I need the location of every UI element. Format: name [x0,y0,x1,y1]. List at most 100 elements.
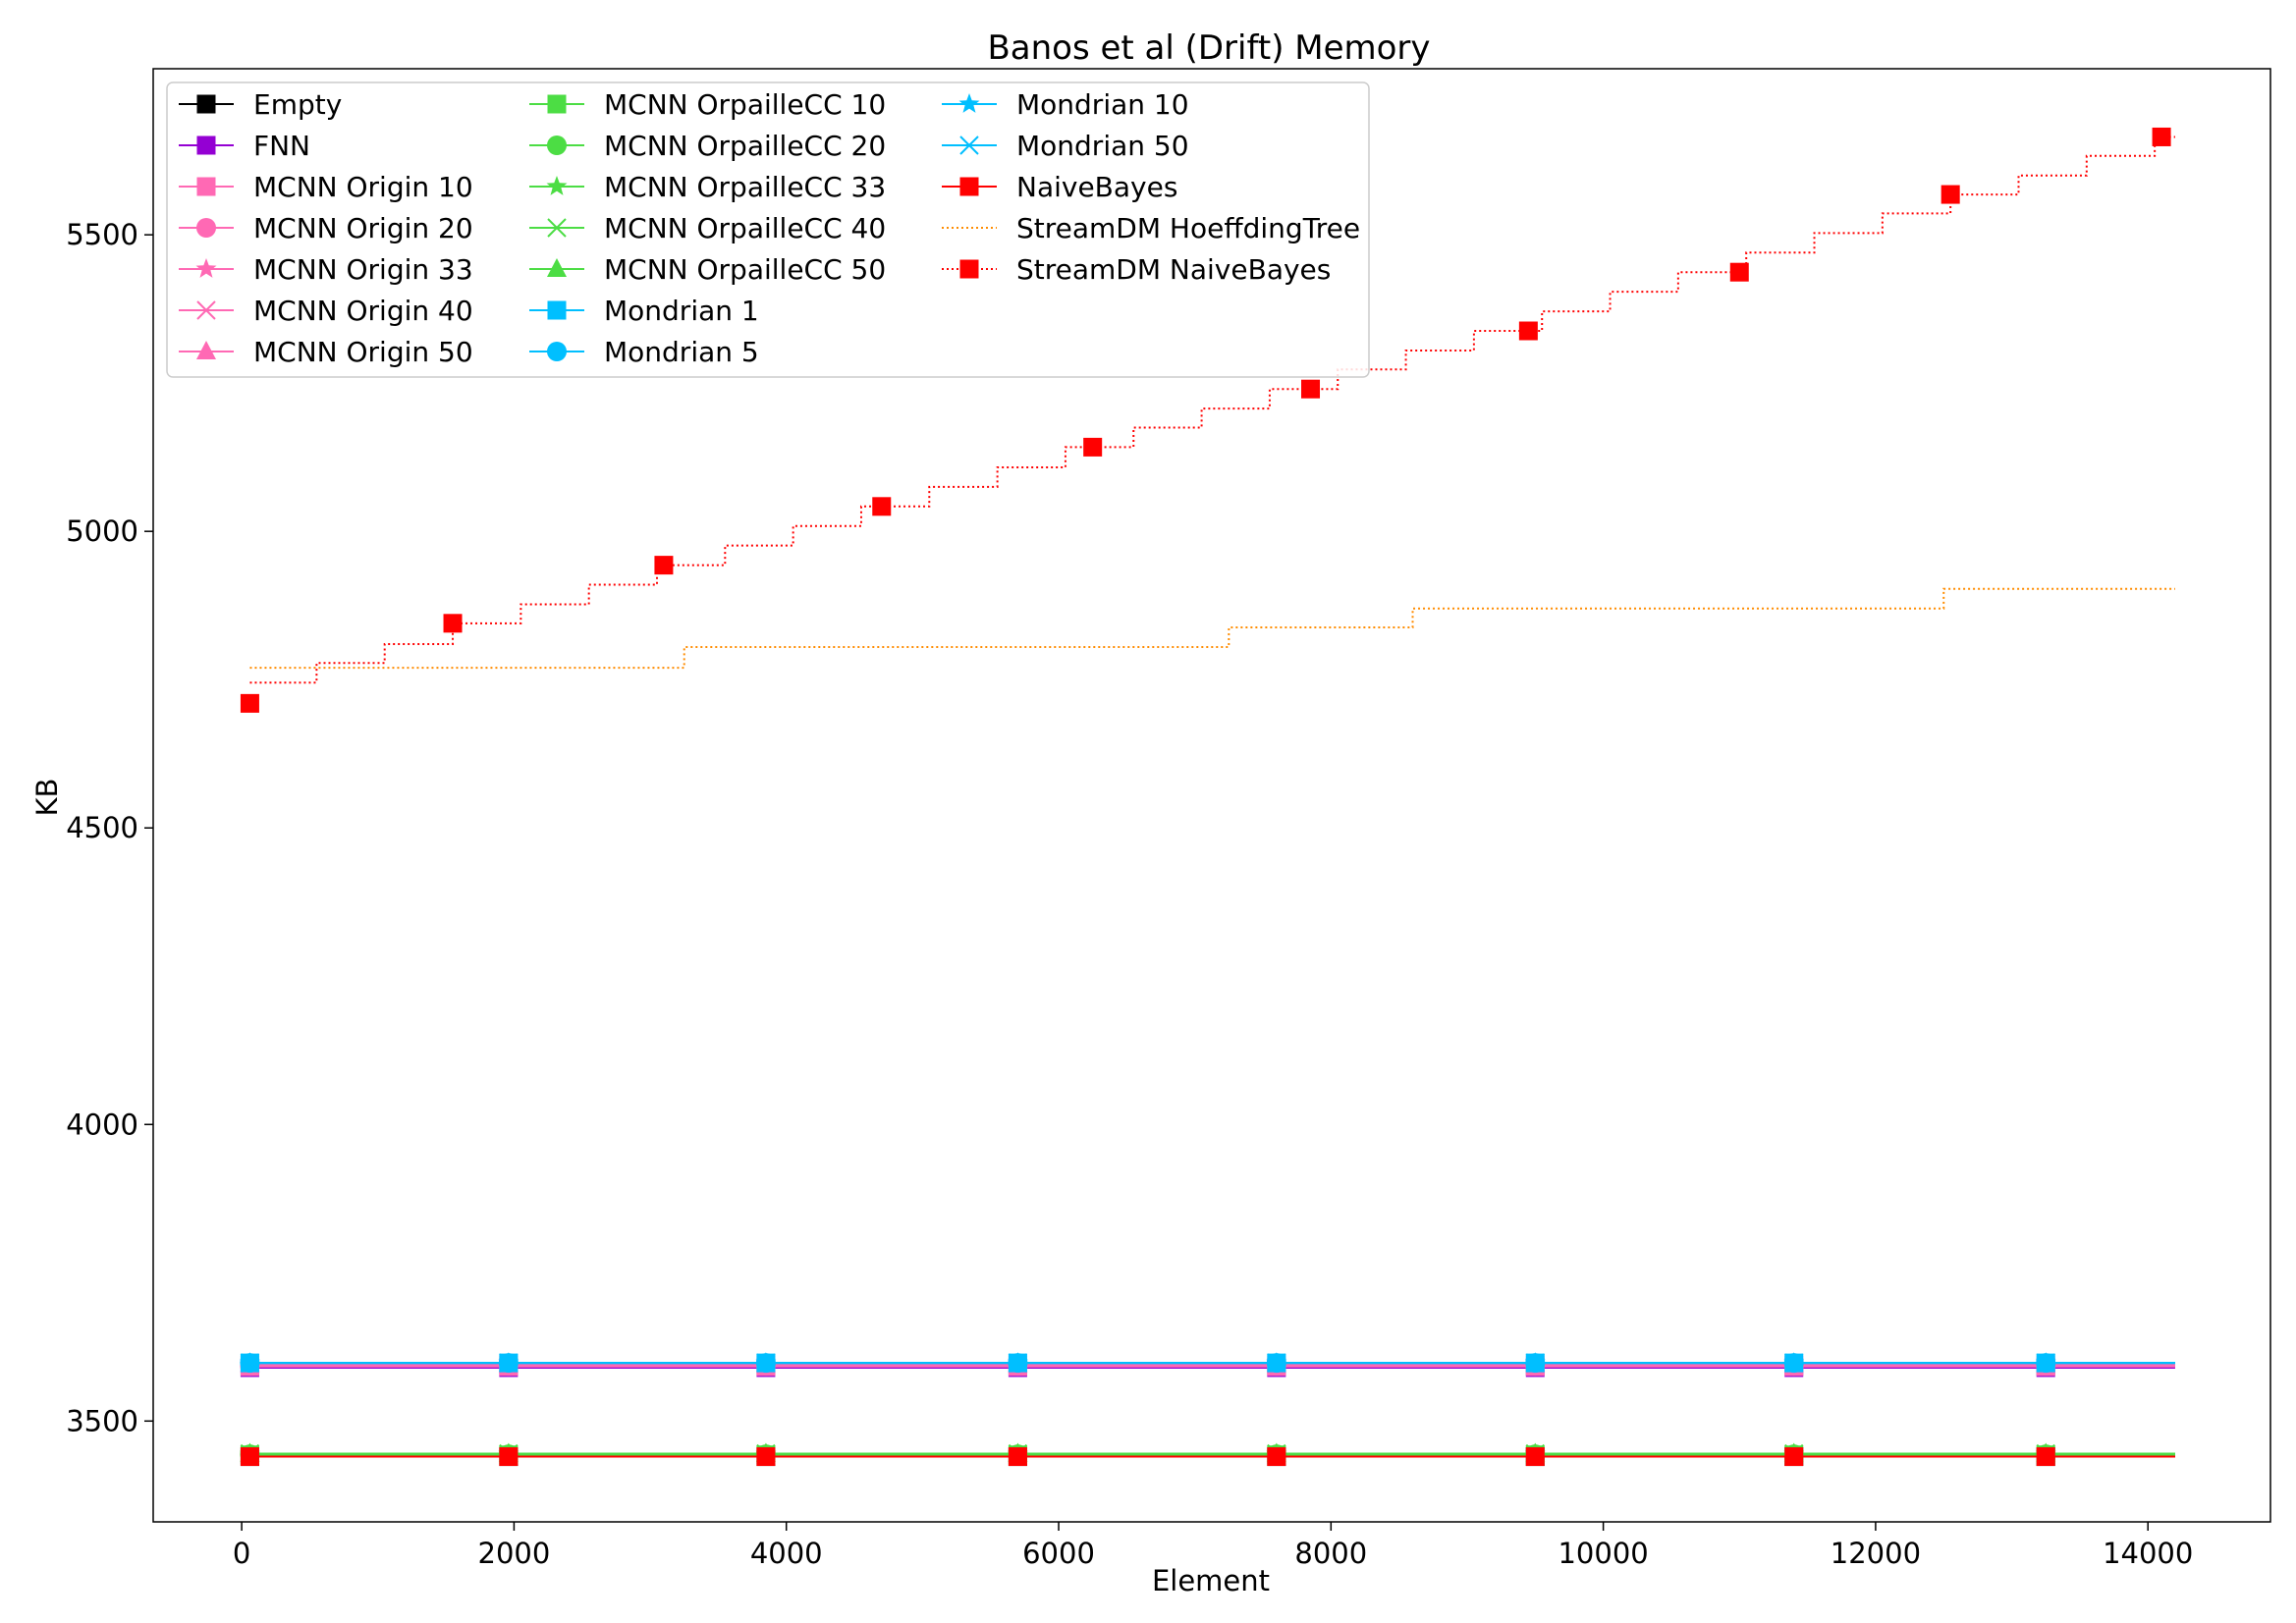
series-mondrian-50 [240,1353,2175,1373]
legend-label: Mondrian 5 [604,336,759,368]
data-point-naivebayes [2036,1447,2055,1467]
legend-item-mcnn-origin-40: MCNN Origin 40 [179,295,473,327]
y-tick-label: 5500 [66,218,138,251]
x-axis-label: Element [1152,1564,1270,1597]
legend-label: MCNN Origin 33 [253,253,473,286]
legend-label: MCNN Origin 40 [253,295,473,327]
legend-item-empty: Empty [179,88,342,121]
plot-area [240,127,2175,1467]
data-point-naivebayes [240,1447,259,1467]
x-tick-label: 0 [233,1537,250,1570]
legend-item-mcnn-orpaillecc-40: MCNN OrpailleCC 40 [529,212,886,244]
legend-swatch-marker [196,135,216,155]
data-point-naivebayes [756,1447,776,1467]
legend-swatch-marker [959,259,979,279]
x-tick-label: 8000 [1294,1537,1367,1570]
legend-label: MCNN Origin 20 [253,212,473,244]
chart-title: Banos et al (Drift) Memory [987,28,1430,68]
legend-swatch-marker [196,300,216,320]
legend-item-streamdm-naivebayes: StreamDM NaiveBayes [942,253,1331,286]
axes: 0 2000 4000 6000 8000 10000 12000 14000 3500 4000… [66,218,2193,1570]
legend-swatch-marker [196,341,216,359]
legend-label: StreamDM NaiveBayes [1016,253,1331,286]
legend-label: Empty [253,88,342,121]
legend-label: FNN [253,130,310,162]
legend-swatch-marker [959,177,979,196]
legend-swatch-marker [546,176,568,195]
x-tick-label: 4000 [750,1537,823,1570]
legend-swatch-marker [196,94,216,114]
data-point-streamdm-naivebayes [1301,379,1321,399]
legend-item-streamdm-hoeffdingtree: StreamDM HoeffdingTree [942,212,1360,244]
data-point-streamdm-naivebayes [2152,127,2171,146]
legend-item-mondrian-5: Mondrian 5 [529,336,759,368]
legend-label: MCNN OrpailleCC 50 [604,253,886,286]
data-point-streamdm-naivebayes [443,614,463,633]
x-tick-label: 6000 [1022,1537,1095,1570]
series-line-streamdm-naivebayes [249,135,2175,684]
y-tick-label: 5000 [66,514,138,548]
legend-label: MCNN Origin 50 [253,336,473,368]
x-tick-label: 14000 [2103,1537,2193,1570]
legend-item-naivebayes: NaiveBayes [942,171,1177,203]
data-point-streamdm-naivebayes [872,497,892,516]
data-point-streamdm-naivebayes [654,556,674,575]
legend-swatch-marker [547,258,567,277]
legend-label: MCNN OrpailleCC 33 [604,171,886,203]
legend-box [166,81,1370,378]
legend-swatch-marker [547,218,567,238]
data-point-mondrian-50 [1525,1353,1545,1373]
data-point-mondrian-50 [1784,1353,1804,1373]
legend-item-mcnn-origin-50: MCNN Origin 50 [179,336,473,368]
plot-frame [152,68,2271,1523]
legend-label: MCNN OrpailleCC 10 [604,88,886,121]
legend-swatch-marker [547,94,567,114]
x-tick-label: 12000 [1831,1537,1921,1570]
series-streamdm-hoeffdingtree [249,587,2175,670]
legend: Empty FNN MCNN Origin 10 MCNN Origin 20 MCNN… [166,81,1370,378]
data-point-mondrian-50 [240,1353,260,1373]
legend-label: MCNN OrpailleCC 20 [604,130,886,162]
data-point-naivebayes [1525,1447,1545,1467]
data-point-naivebayes [1008,1447,1027,1467]
data-point-streamdm-naivebayes [1083,437,1103,457]
legend-item-fnn: FNN [179,130,310,162]
legend-item-mcnn-orpaillecc-33: MCNN OrpailleCC 33 [529,171,886,203]
y-tick-label: 4000 [66,1108,138,1141]
data-point-mondrian-50 [499,1353,519,1373]
legend-item-mcnn-origin-10: MCNN Origin 10 [179,171,473,203]
legend-item-mcnn-orpaillecc-10: MCNN OrpailleCC 10 [529,88,886,121]
series-naivebayes [240,1447,2175,1467]
legend-label: Mondrian 50 [1016,130,1189,162]
legend-label: MCNN OrpailleCC 40 [604,212,886,244]
legend-label: Mondrian 1 [604,295,759,327]
legend-swatch-marker [959,135,979,155]
data-point-mondrian-50 [1267,1353,1286,1373]
y-axis-label: KB [30,779,64,817]
data-point-streamdm-naivebayes [1941,185,1960,204]
y-tick-label: 4500 [66,811,138,844]
legend-swatch-marker [958,93,980,113]
data-point-mondrian-50 [2036,1353,2055,1373]
legend-item-mcnn-origin-33: MCNN Origin 33 [179,253,473,286]
legend-label: Mondrian 10 [1016,88,1189,121]
data-point-mondrian-50 [756,1353,776,1373]
data-point-streamdm-naivebayes [1729,262,1749,282]
legend-item-mcnn-orpaillecc-50: MCNN OrpailleCC 50 [529,253,886,286]
legend-item-mcnn-origin-20: MCNN Origin 20 [179,212,473,244]
y-tick-label: 3500 [66,1404,138,1437]
legend-swatch-marker [547,135,567,155]
legend-swatch-marker [196,177,216,196]
legend-swatch-marker [547,342,567,361]
data-point-streamdm-naivebayes [1518,321,1538,341]
legend-item-mondrian-1: Mondrian 1 [529,295,759,327]
data-point-mondrian-50 [1008,1353,1028,1373]
legend-swatch-marker [547,300,567,320]
legend-label: StreamDM HoeffdingTree [1016,212,1360,244]
data-point-streamdm-naivebayes [240,693,259,713]
legend-swatch-marker [195,258,217,278]
data-point-naivebayes [1267,1447,1286,1467]
legend-item-mondrian-50: Mondrian 50 [942,130,1189,162]
legend-item-mcnn-orpaillecc-20: MCNN OrpailleCC 20 [529,130,886,162]
